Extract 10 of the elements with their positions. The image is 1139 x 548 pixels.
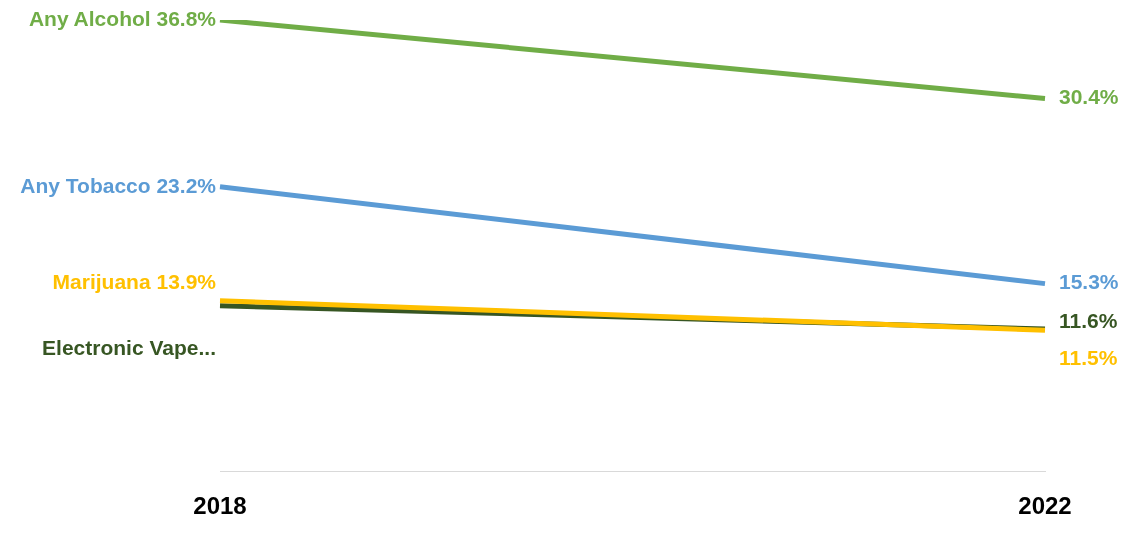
text: Any Tobacco 23.2% [20, 173, 216, 197]
x-tick-label: 2022 [1018, 492, 1072, 520]
data-label: 11.5% [1059, 346, 1118, 369]
text: Marijuana 13.9% [52, 269, 216, 293]
data-label: 11.6% [1059, 308, 1118, 332]
x-tick-label: 2018 [193, 492, 247, 520]
data-label: 30.4% [1059, 85, 1119, 109]
text: Any Alcohol 36.8% [28, 6, 216, 30]
series-label: Electronic Vape... [42, 336, 216, 360]
data-label: 15.3% [1059, 270, 1119, 294]
